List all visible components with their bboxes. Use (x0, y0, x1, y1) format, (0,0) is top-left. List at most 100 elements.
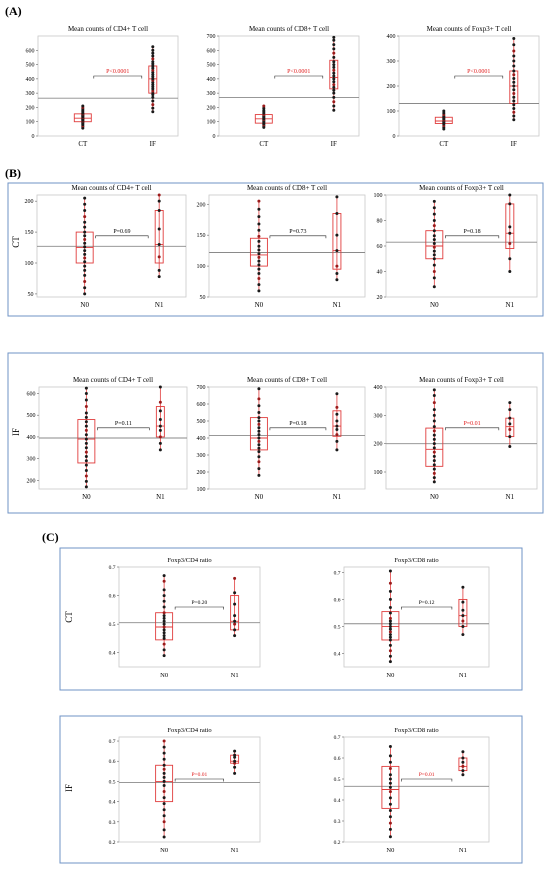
data-point (84, 469, 88, 473)
data-point (257, 436, 261, 440)
x-category-label: N1 (506, 301, 515, 309)
x-category-label: N0 (386, 847, 394, 854)
data-point (512, 59, 516, 63)
data-point (332, 35, 336, 39)
data-point (388, 785, 392, 789)
data-point (151, 45, 155, 49)
data-point (262, 106, 266, 110)
data-point (432, 437, 436, 441)
data-point (332, 47, 336, 51)
data-point (151, 70, 155, 74)
y-tick-label: 200 (26, 105, 35, 111)
p-value-label: P=0.01 (419, 772, 435, 778)
data-point (332, 80, 336, 84)
data-point (508, 225, 512, 229)
data-point (84, 485, 88, 489)
data-point (388, 569, 392, 573)
data-point (388, 754, 392, 758)
chart-c-if-2: Foxp3/CD8 ratio 0.2 0.3 0.4 0.5 0.6 0.7 N0 N1 P=0… (334, 727, 490, 854)
data-point (335, 424, 339, 428)
data-point (233, 634, 237, 638)
data-point (432, 257, 436, 261)
data-point (461, 773, 465, 777)
data-point (388, 827, 392, 831)
data-point (461, 750, 465, 754)
x-category-label: IF (511, 140, 517, 148)
y-tick-label: 100 (387, 109, 396, 115)
data-point (432, 394, 436, 397)
chart-title: Mean counts of CD4+ T cell (71, 184, 151, 192)
data-point (335, 412, 339, 416)
data-point (332, 60, 336, 64)
data-point (508, 408, 512, 412)
y-tick-label: 60 (377, 244, 383, 250)
data-point (257, 426, 261, 430)
data-point (83, 292, 87, 296)
x-category-label: N0 (82, 493, 91, 501)
data-point (162, 739, 166, 743)
data-point (432, 199, 436, 203)
significance-bracket (97, 427, 150, 431)
data-point (157, 193, 161, 197)
data-point (461, 600, 465, 604)
y-tick-label: 50 (28, 292, 34, 298)
plot-frame (343, 566, 490, 668)
significance-bracket (93, 75, 143, 79)
data-point (84, 463, 88, 467)
y-tick-label: 500 (197, 419, 206, 425)
chart-title: Foxp3/CD8 ratio (394, 557, 438, 564)
y-tick-label: 0.4 (334, 798, 341, 804)
data-point (83, 252, 87, 256)
p-value-label: P<0.0001 (106, 69, 129, 75)
data-point (335, 433, 339, 437)
chart-title: Mean counts of CD4+ T cell (73, 376, 153, 384)
data-point (432, 270, 436, 273)
data-point (257, 215, 261, 219)
data-point (388, 630, 392, 634)
y-tick-label: 20 (377, 295, 383, 301)
x-category-label: N0 (255, 301, 264, 309)
data-point (83, 208, 87, 212)
data-point (257, 244, 261, 248)
data-point (388, 635, 392, 639)
data-point (151, 83, 155, 87)
data-point (432, 419, 436, 423)
data-point (335, 419, 339, 423)
data-point (335, 264, 339, 268)
chart-b-ct-1: Mean counts of CD4+ T cell 50 100 150 200 N0 N… (25, 184, 187, 309)
significance-bracket (174, 778, 224, 782)
y-tick-label: 0.7 (109, 565, 116, 571)
data-point (158, 435, 162, 439)
plot-frame (218, 35, 360, 137)
data-point (233, 749, 237, 753)
data-point (388, 622, 392, 626)
data-point (162, 614, 166, 618)
data-point (151, 66, 155, 70)
data-point (257, 228, 261, 232)
data-point (257, 397, 261, 401)
data-point (233, 771, 237, 775)
data-point (335, 212, 339, 216)
data-point (388, 835, 392, 839)
data-point (508, 270, 512, 273)
data-point (157, 242, 161, 246)
x-category-label: N1 (506, 493, 515, 501)
significance-bracket (445, 427, 500, 431)
data-point (162, 745, 166, 749)
data-point (508, 428, 512, 431)
data-point (157, 227, 161, 231)
y-tick-label: 0 (213, 134, 216, 140)
data-point (388, 606, 392, 610)
data-point (332, 95, 336, 99)
data-point (162, 751, 166, 755)
data-point (512, 80, 516, 84)
y-tick-label: 600 (27, 392, 36, 398)
data-point (84, 415, 88, 419)
data-point (432, 433, 436, 437)
data-point (151, 68, 155, 72)
data-point (335, 392, 339, 396)
data-point (162, 802, 166, 806)
data-point (257, 276, 261, 280)
y-tick-label: 150 (197, 233, 206, 239)
data-point (335, 272, 339, 276)
